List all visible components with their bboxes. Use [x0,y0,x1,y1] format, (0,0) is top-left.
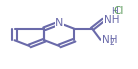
Text: NH: NH [102,35,117,45]
Text: NH: NH [104,15,120,25]
Text: 2: 2 [109,38,114,47]
Text: H: H [112,7,118,16]
Text: Cl: Cl [114,6,124,16]
Text: N: N [55,18,63,28]
